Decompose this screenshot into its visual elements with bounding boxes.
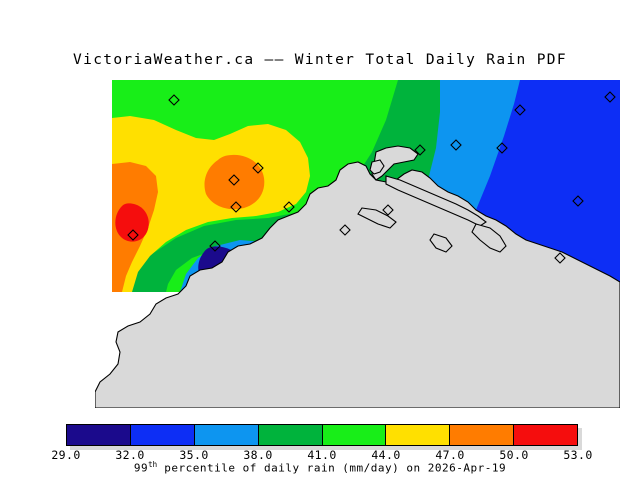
colorbar-band-41-44 xyxy=(322,425,387,445)
land-bay-inlet xyxy=(471,223,507,253)
colorbar-tick-44.0: 44.0 xyxy=(371,448,401,462)
percentile-number: 99 xyxy=(133,461,149,475)
landmass-layer xyxy=(95,145,620,408)
colorbar-tick-32.0: 32.0 xyxy=(115,448,145,462)
land-islet-c xyxy=(429,233,453,253)
land-peninsula-north xyxy=(371,145,419,181)
land-islet-a xyxy=(369,159,385,175)
station-marker xyxy=(496,142,508,154)
land-islet-b xyxy=(357,207,397,229)
station-marker xyxy=(339,224,351,236)
station-marker xyxy=(252,162,264,174)
colorbar-band-29-32 xyxy=(67,425,131,445)
station-marker xyxy=(450,139,462,151)
land-mainland-south xyxy=(95,161,620,408)
colorbar-band-35-38 xyxy=(194,425,259,445)
colorbar-tick-53.0: 53.0 xyxy=(563,448,593,462)
station-marker xyxy=(209,240,221,252)
colorbar-axis-label: 99th percentile of daily rain (mm/day) o… xyxy=(0,460,640,475)
station-marker xyxy=(127,229,139,241)
station-marker xyxy=(554,252,566,264)
station-marker xyxy=(572,195,584,207)
colorbar-tick-47.0: 47.0 xyxy=(435,448,465,462)
colorbar-tick-labels: 29.0 32.0 35.0 38.0 41.0 44.0 47.0 50.0 53.0 xyxy=(0,448,640,462)
figure-title: VictoriaWeather.ca —— Winter Total Daily… xyxy=(73,52,567,68)
colorbar-band-50-53 xyxy=(514,425,577,445)
band-50-53-core xyxy=(115,203,149,242)
band-44-47 xyxy=(112,116,310,292)
colorbar-band-38-41 xyxy=(258,425,323,445)
band-47-50-central xyxy=(204,154,265,210)
station-markers xyxy=(127,91,616,264)
station-marker xyxy=(228,174,240,186)
station-marker xyxy=(230,201,242,213)
station-marker xyxy=(283,201,295,213)
colorbar xyxy=(66,424,582,450)
colorbar-band-44-47 xyxy=(386,425,451,445)
colorbar-band-47-50 xyxy=(450,425,515,445)
station-marker xyxy=(168,94,180,106)
colorbar-label-text: percentile of daily rain (mm/day) on 202… xyxy=(157,461,507,475)
colorbar-tick-50.0: 50.0 xyxy=(499,448,529,462)
colorbar-tick-29.0: 29.0 xyxy=(51,448,81,462)
station-marker xyxy=(604,91,616,103)
colorbar-tick-38.0: 38.0 xyxy=(243,448,273,462)
station-marker xyxy=(414,144,426,156)
colorbar-tick-41.0: 41.0 xyxy=(307,448,337,462)
percentile-ordinal-suffix: th xyxy=(148,460,158,469)
contour-map xyxy=(95,80,620,408)
colorbar-band-32-35 xyxy=(130,425,195,445)
colorbar-swatches xyxy=(66,424,578,446)
station-marker xyxy=(382,204,394,216)
station-marker xyxy=(514,104,526,116)
colorbar-tick-35.0: 35.0 xyxy=(179,448,209,462)
land-spit-central xyxy=(385,175,487,227)
